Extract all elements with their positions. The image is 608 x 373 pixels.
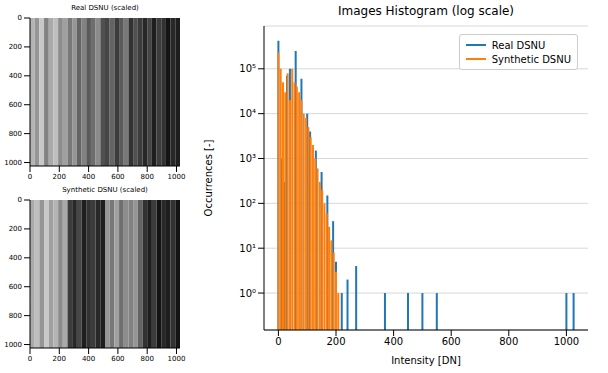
svg-text:10⁴: 10⁴ (239, 108, 256, 119)
svg-text:600: 600 (442, 336, 461, 347)
svg-text:1000: 1000 (554, 336, 579, 347)
svg-text:Intensity [DN]: Intensity [DN] (391, 355, 461, 366)
html-text:Real DSNU: Real DSNU (491, 39, 546, 51)
svg-text:10⁵: 10⁵ (239, 63, 256, 74)
svg-text:400: 400 (82, 355, 95, 363)
svg-text:1000: 1000 (4, 159, 22, 167)
svg-text:10⁰: 10⁰ (239, 288, 256, 299)
svg-text:200: 200 (326, 336, 345, 347)
svg-text:600: 600 (9, 101, 22, 109)
svg-text:800: 800 (9, 312, 22, 320)
html-text:Images Histogram (log scale): Images Histogram (log scale) (337, 4, 514, 18)
svg-text:600: 600 (9, 283, 22, 291)
svg-text:0: 0 (18, 196, 22, 204)
svg-text:800: 800 (9, 130, 22, 138)
svg-text:400: 400 (82, 173, 95, 181)
svg-text:200: 200 (9, 225, 22, 233)
svg-text:0: 0 (18, 14, 22, 22)
svg-text:400: 400 (9, 254, 22, 262)
html-text:Synthetic DSNU: Synthetic DSNU (491, 53, 571, 65)
svg-text:0: 0 (28, 355, 32, 363)
svg-text:600: 600 (111, 173, 124, 181)
svg-text:800: 800 (141, 355, 154, 363)
svg-text:200: 200 (53, 355, 66, 363)
svg-text:800: 800 (499, 336, 518, 347)
svg-text:Occurrences [-]: Occurrences [-] (203, 139, 214, 216)
svg-text:800: 800 (141, 173, 154, 181)
svg-text:400: 400 (9, 72, 22, 80)
svg-text:400: 400 (384, 336, 403, 347)
svg-text:600: 600 (111, 355, 124, 363)
svg-text:1000: 1000 (168, 173, 186, 181)
svg-text:1000: 1000 (168, 355, 186, 363)
svg-text:200: 200 (53, 173, 66, 181)
svg-text:10²: 10² (239, 198, 256, 209)
svg-text:10³: 10³ (239, 153, 256, 164)
svg-text:200: 200 (9, 43, 22, 51)
svg-text:0: 0 (275, 336, 281, 347)
svg-text:10¹: 10¹ (239, 243, 256, 254)
html-text:Synthetic DSNU (scaled): Synthetic DSNU (scaled) (62, 186, 148, 194)
html-text:Real DSNU (scaled): Real DSNU (scaled) (71, 4, 139, 12)
svg-text:1000: 1000 (4, 341, 22, 349)
svg-text:0: 0 (28, 173, 32, 181)
